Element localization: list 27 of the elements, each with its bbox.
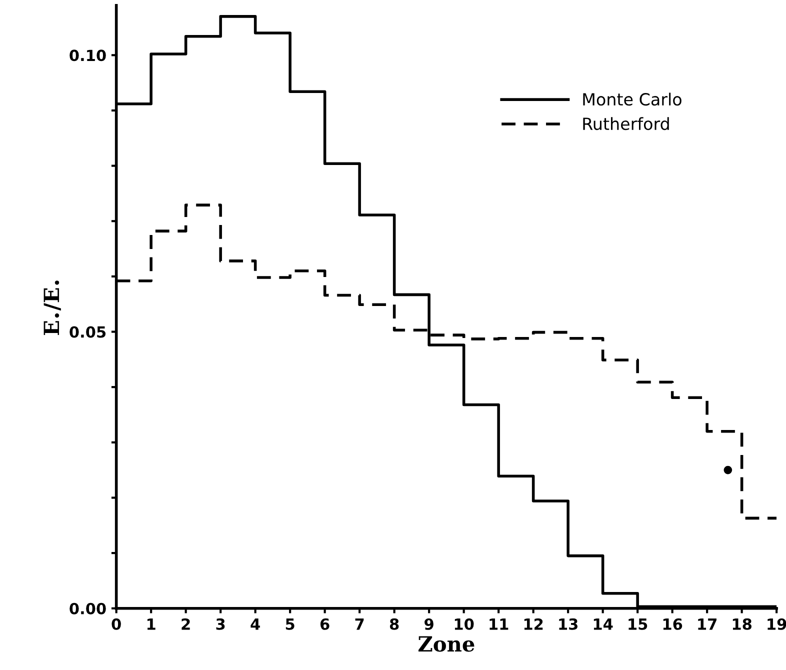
x-tick-label: 16 xyxy=(663,618,682,630)
x-tick-label: 8 xyxy=(390,618,399,630)
x-tick-label: 6 xyxy=(320,618,330,630)
x-axis-title: Zone xyxy=(418,636,474,652)
y-tick-label: 0.00 xyxy=(70,602,106,614)
y-axis-title: E$_{•}$/E$_{•}$ xyxy=(44,280,61,335)
x-tick-label: 12 xyxy=(524,618,543,630)
y-tick-label: 0.10 xyxy=(70,50,106,62)
x-tick-label: 5 xyxy=(286,618,294,630)
x-tick-label: 14 xyxy=(594,618,613,630)
legend-label: Monte Carlo xyxy=(583,92,682,106)
x-tick-label: 9 xyxy=(424,618,434,630)
x-tick-label: 19 xyxy=(768,618,786,630)
legend-label: Rutherford xyxy=(583,117,669,130)
x-tick-label: 0 xyxy=(112,618,121,630)
x-tick-label: 4 xyxy=(250,618,260,630)
x-tick-label: 11 xyxy=(490,618,508,630)
x-tick-label: 10 xyxy=(454,618,474,630)
x-tick-label: 1 xyxy=(147,618,156,630)
x-tick-label: 15 xyxy=(628,618,648,630)
x-tick-label: 17 xyxy=(698,618,716,630)
x-tick-label: 7 xyxy=(355,618,364,630)
x-tick-label: 18 xyxy=(732,618,752,630)
x-tick-label: 2 xyxy=(182,618,190,630)
y-tick-label: 0.05 xyxy=(70,326,106,338)
x-tick-label: 13 xyxy=(559,618,578,630)
x-tick-label: 3 xyxy=(216,618,225,630)
